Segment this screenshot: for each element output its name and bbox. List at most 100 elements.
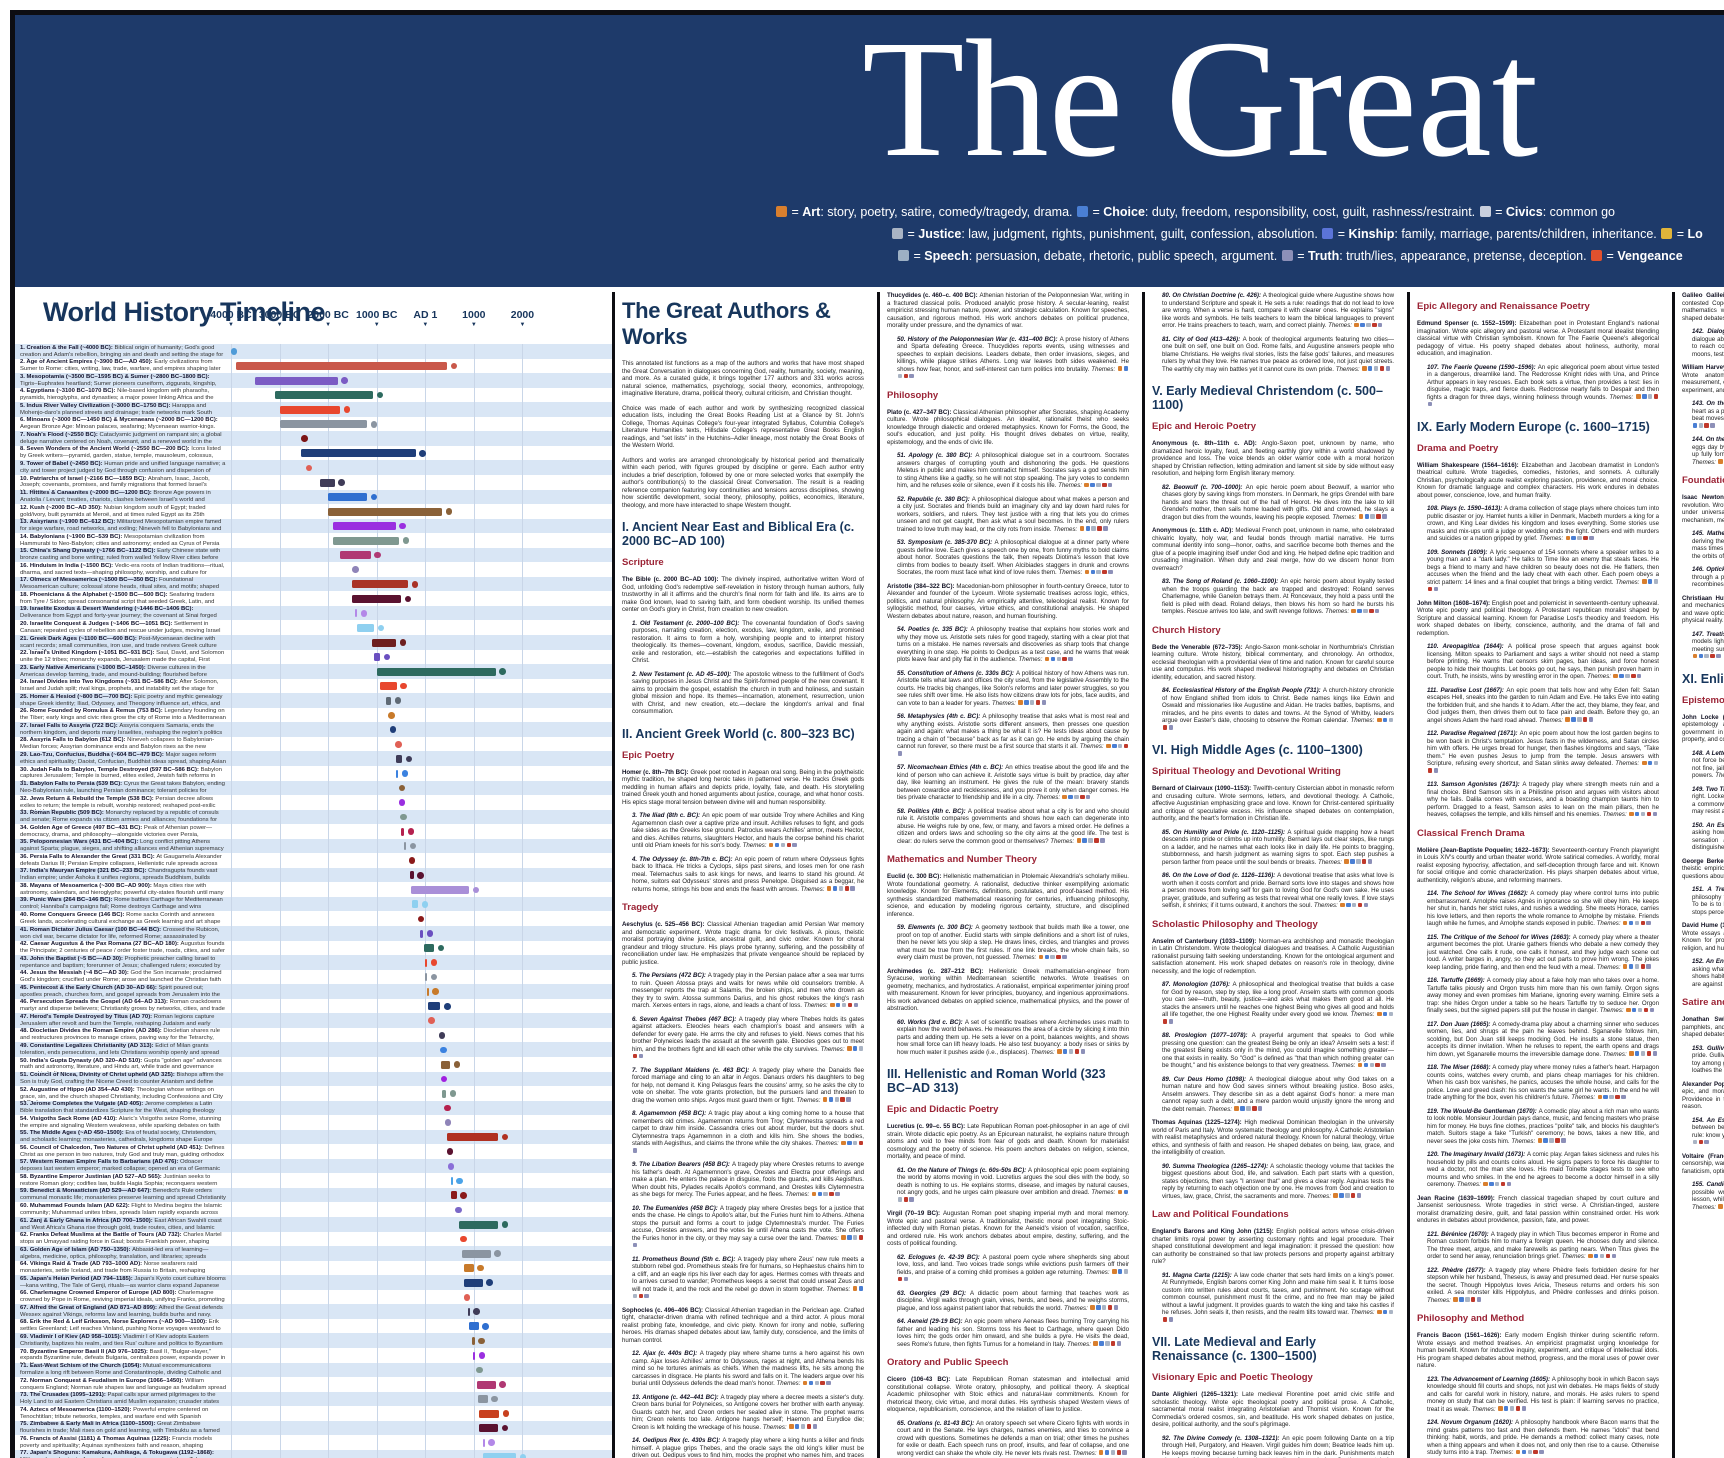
author-entry: Archimedes (c. 287–212 BC): Hellenistic … <box>887 968 1129 1013</box>
work-title-italic: 108. Plays (c. 1590–1613): <box>1427 505 1504 512</box>
author-desc: English political actors whose crisis-dr… <box>1152 1228 1394 1265</box>
timeline-dot <box>502 1410 510 1417</box>
timeline-dot <box>421 901 429 908</box>
themes-label: Themes: <box>1085 1268 1112 1276</box>
work-desc: A law code charter that sets hard limits… <box>1162 1271 1394 1317</box>
timeline-row-title: 74. Aztecs of Mesoamerica (1100–1520): <box>20 1406 134 1413</box>
work-title-italic: 147. Treatise on Light (1690): <box>1692 630 1724 638</box>
timeline-row-title: 65. Japan's Heian Period (AD 794–1185): <box>20 1275 135 1282</box>
timeline-row-desc: Diverse cultures in the Americas develop… <box>20 664 207 679</box>
timeline-dot <box>230 348 238 355</box>
theme-icon <box>1621 1094 1626 1100</box>
theme-icon <box>1082 838 1087 843</box>
theme-icon <box>903 1197 909 1202</box>
timeline-row-title: 35. Peloponnesian Wars (431 BC–404 BC): <box>20 839 140 846</box>
work-title: 107. The Faerie Queene (1590–1596): <box>1427 364 1538 371</box>
timeline-bar <box>483 1453 516 1458</box>
legend-category-label: Choice <box>1103 205 1145 219</box>
work-title-italic: 145. Mathematical Principles of Natural … <box>1692 530 1724 537</box>
timeline-dot <box>494 1250 501 1257</box>
timeline-bar <box>425 973 428 982</box>
work-title: 64. Aeneid (29-19 BC): <box>897 1318 965 1325</box>
timeline-bar <box>401 827 405 836</box>
timeline-row: 29. Lao-Tzu, Confucius, Buddha (~604 BC–… <box>15 751 612 766</box>
timeline-row: 38. Mayans of Mesoamerica (~300 BC–AD 90… <box>15 882 612 897</box>
timeline-row-text: 68. Erik the Red & Leif Eriksson, Norse … <box>20 1319 226 1333</box>
theme-icon <box>897 373 903 379</box>
timeline-dot <box>478 1352 486 1359</box>
author-desc: English philosopher of the Glorious Revo… <box>1682 721 1724 743</box>
work-desc: A didactic poem about farming that teach… <box>897 1289 1129 1312</box>
timeline-row-desc: Babylon captures Jerusalem; Temple is bu… <box>20 766 222 781</box>
timeline-row: 75. Zimbabwe & Early Mali in Africa (110… <box>15 1420 612 1435</box>
timeline-row-desc: Tigris–Euphrates heartland; Sumer pionee… <box>20 380 217 388</box>
author-name: Lucretius (c. 99–c. 55 BC): <box>887 1123 968 1130</box>
theme-icon <box>1597 1094 1602 1100</box>
work-title-italic: 57. Nicomachean Ethics (4th c. BC): <box>897 764 1006 771</box>
work-entry: 88. Proslogion (1077–1078): A prayerful … <box>1152 1032 1394 1070</box>
work-title: 150. An Essay Concerning Human Understan… <box>1692 822 1724 829</box>
theme-icon <box>838 886 844 891</box>
work-desc: A prose history of Athens and Sparta def… <box>897 335 1129 373</box>
poster-border-left <box>10 10 15 1458</box>
timeline-dot <box>501 1221 509 1228</box>
theme-icon <box>1637 1007 1643 1013</box>
timeline-row-desc: After Solomon, Israel and Judah split; r… <box>20 679 219 693</box>
timeline-bar <box>255 376 338 385</box>
theme-icon <box>829 1191 834 1197</box>
work-entry: 149. Two Treatises of Government (1689):… <box>1682 786 1724 816</box>
timeline-row-text: 62. Franks Defeat Muslims at the Battle … <box>20 1232 226 1246</box>
timeline-row-text: 71. East-West Schism of the Church (1054… <box>20 1363 226 1377</box>
timeline-dot <box>482 1323 489 1330</box>
subsection-heading: Epic Poetry <box>622 749 675 761</box>
work-title: 11. Prometheus Bound (5th c. BC): <box>632 1256 738 1263</box>
work-title: 86. On the Love of God (c. 1126–1136): <box>1162 872 1277 879</box>
theme-icon <box>1625 673 1630 679</box>
timeline-dot <box>400 682 407 690</box>
theme-icon <box>1361 859 1367 864</box>
work-title-italic: 124. Novum Organum (1620): <box>1427 1419 1516 1426</box>
theme-icon <box>802 1380 808 1386</box>
work-entry: 11. Prometheus Bound (5th c. BC): A trag… <box>622 1256 864 1301</box>
work-entry: 90. Summa Theologica (1265–1274): A scho… <box>1152 1163 1394 1201</box>
timeline-bar <box>447 1133 499 1142</box>
timeline-row-desc: Settlement in Canaan; repeated cycles of… <box>20 621 221 635</box>
work-entry: 146. Opticks (1704): A scientific treati… <box>1682 566 1724 589</box>
timeline-dot <box>428 1017 435 1025</box>
theme-icon <box>1041 700 1047 705</box>
work-title-italic: 109. Sonnets (1609): <box>1427 548 1490 556</box>
timeline-row-desc: Bishops affirm the Son is truly God, cra… <box>20 1072 224 1086</box>
theme-icon <box>1050 954 1055 960</box>
themes-label: Themes: <box>1350 1309 1377 1316</box>
theme-icon <box>1108 569 1113 575</box>
theme-icon <box>1527 1449 1533 1455</box>
theme-icon <box>847 1002 853 1008</box>
work-desc: A comedy play where a theater argument b… <box>1427 933 1659 971</box>
theme-icon <box>1110 1450 1116 1455</box>
theme-icon <box>1628 920 1634 926</box>
timeline-gridline <box>376 344 378 1458</box>
work-desc: A tragedy play where Thebes holds its ga… <box>632 1015 864 1053</box>
timeline-row-text: 16. Hinduism in India (~1500 BC): Vedic-… <box>20 563 226 577</box>
author-entry: Euclid (c. 300 BC): Hellenistic mathemat… <box>887 873 1129 918</box>
work-desc: A political prose speech that argues aga… <box>1427 643 1659 680</box>
theme-icon <box>1373 366 1379 371</box>
work-title-italic: 1. Old Testament (c. 2000–100 BC): <box>632 619 743 627</box>
timeline-dot <box>439 1046 447 1054</box>
work-desc: A philosophical epic poem explaining the… <box>897 1166 1129 1197</box>
timeline-dot <box>430 973 438 981</box>
theme-icon <box>1377 322 1383 328</box>
axis-tick-label: 2000 ▼ <box>510 309 535 328</box>
work-desc: A philosophy treatise that explains how … <box>897 626 1129 663</box>
theme-icon <box>1168 725 1174 730</box>
timeline-dot <box>377 624 385 632</box>
work-title: 122. Phèdre (1677): <box>1427 1267 1489 1274</box>
timeline-bar <box>235 362 448 371</box>
work-title: 155. Candide (1759): <box>1692 1181 1724 1188</box>
timeline-dot <box>401 770 409 777</box>
theme-icon <box>1339 1193 1344 1198</box>
timeline-bar <box>477 1380 496 1389</box>
work-desc: A philosophical poem placing humans mid-… <box>1692 1124 1724 1139</box>
timeline-bar <box>404 842 407 851</box>
work-entry: 14. Oedipus Rex (c. 430s BC): A tragedy … <box>622 1437 864 1458</box>
